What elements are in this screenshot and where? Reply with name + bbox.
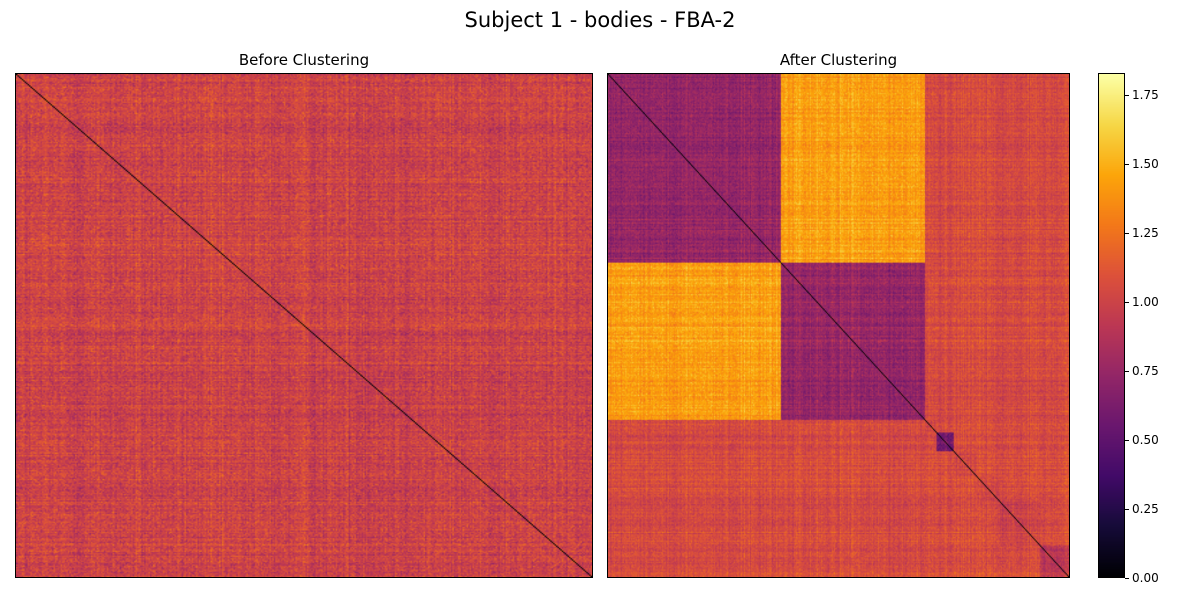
colorbar-tick — [1125, 95, 1129, 96]
right-heatmap-title: After Clustering — [779, 51, 898, 69]
after-clustering-heatmap — [607, 73, 1070, 578]
colorbar-tick — [1125, 509, 1129, 510]
colorbar — [1098, 73, 1125, 578]
colorbar-tick — [1125, 302, 1129, 303]
colorbar-tick — [1125, 440, 1129, 441]
colorbar-tick — [1125, 164, 1129, 165]
figure-title: Subject 1 - bodies - FBA-2 — [464, 8, 736, 32]
after-clustering-matrix — [608, 74, 1069, 577]
before-clustering-heatmap — [15, 73, 593, 578]
colorbar-tick-label: 0.50 — [1132, 433, 1159, 447]
colorbar-tick — [1125, 233, 1129, 234]
colorbar-tick-label: 0.25 — [1132, 502, 1159, 516]
before-clustering-matrix — [16, 74, 592, 577]
colorbar-tick-label: 1.75 — [1132, 88, 1159, 102]
colorbar-tick-label: 0.75 — [1132, 364, 1159, 378]
left-heatmap-title: Before Clustering — [238, 51, 370, 69]
colorbar-tick-label: 1.25 — [1132, 226, 1159, 240]
colorbar-tick — [1125, 371, 1129, 372]
colorbar-tick-label: 1.00 — [1132, 295, 1159, 309]
colorbar-tick — [1125, 578, 1129, 579]
colorbar-gradient — [1099, 74, 1124, 577]
colorbar-tick-label: 0.00 — [1132, 571, 1159, 585]
colorbar-tick-label: 1.50 — [1132, 157, 1159, 171]
